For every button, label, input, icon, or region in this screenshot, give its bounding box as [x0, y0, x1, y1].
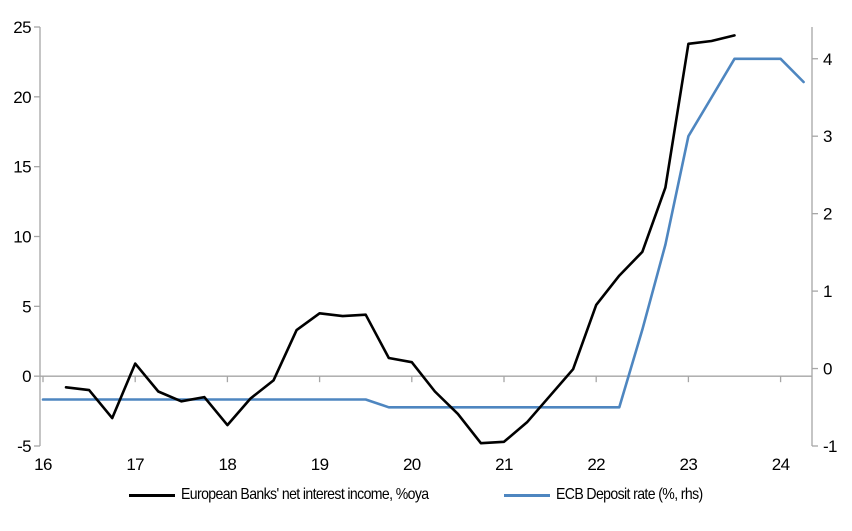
x-axis-tick-label: 16 — [34, 455, 52, 474]
ecb-deposit-rate-line — [41, 57, 805, 409]
right-y-axis-tick-label: 1 — [823, 282, 832, 301]
right-y-axis-tick-label: 0 — [823, 360, 832, 379]
x-axis-tick-label: 19 — [311, 455, 329, 474]
legend-label-ecb-deposit-rate: ECB Deposit rate (%, rhs) — [556, 486, 703, 503]
net-interest-income-line — [64, 34, 736, 445]
left-y-axis-tick-label: 0 — [22, 367, 31, 386]
legend-item-net-interest-income: European Banks' net interest income, %oy… — [129, 486, 462, 504]
chart-area: 16 17 18 19 20 21 22 23 24 -5 0 5 10 15 20 25 -1 0 1 2 3 4 — [13, 18, 837, 474]
black-line-sample-icon — [129, 493, 176, 497]
right-y-axis-tick-label: 3 — [823, 127, 832, 146]
legend-item-ecb-deposit-rate: ECB Deposit rate (%, rhs) — [504, 486, 723, 504]
legend-label-net-interest-income: European Banks' net interest income, %oy… — [181, 486, 429, 503]
x-axis-tick-label: 24 — [772, 455, 790, 474]
blue-line-sample-icon — [504, 493, 551, 497]
x-axis-tick-label: 22 — [587, 455, 605, 474]
left-y-axis-tick-label: 10 — [13, 228, 31, 247]
right-y-axis-tick-label: -1 — [823, 437, 837, 456]
left-y-axis-tick-label: 25 — [13, 18, 31, 37]
x-axis-tick-label: 21 — [495, 455, 513, 474]
x-axis-tick-label: 18 — [219, 455, 237, 474]
left-y-axis-tick-label: -5 — [17, 437, 31, 456]
left-y-axis-tick-label: 20 — [13, 88, 31, 107]
left-y-axis-tick-label: 15 — [13, 158, 31, 177]
chart-legend: European Banks' net interest income, %oy… — [0, 486, 852, 526]
left-y-axis-tick-label: 5 — [22, 297, 31, 316]
right-y-axis-tick-label: 2 — [823, 205, 832, 224]
x-axis-tick-label: 23 — [680, 455, 698, 474]
right-y-axis-tick-label: 4 — [823, 50, 832, 69]
x-axis-tick-label: 17 — [126, 455, 144, 474]
x-axis-tick-label: 20 — [403, 455, 421, 474]
